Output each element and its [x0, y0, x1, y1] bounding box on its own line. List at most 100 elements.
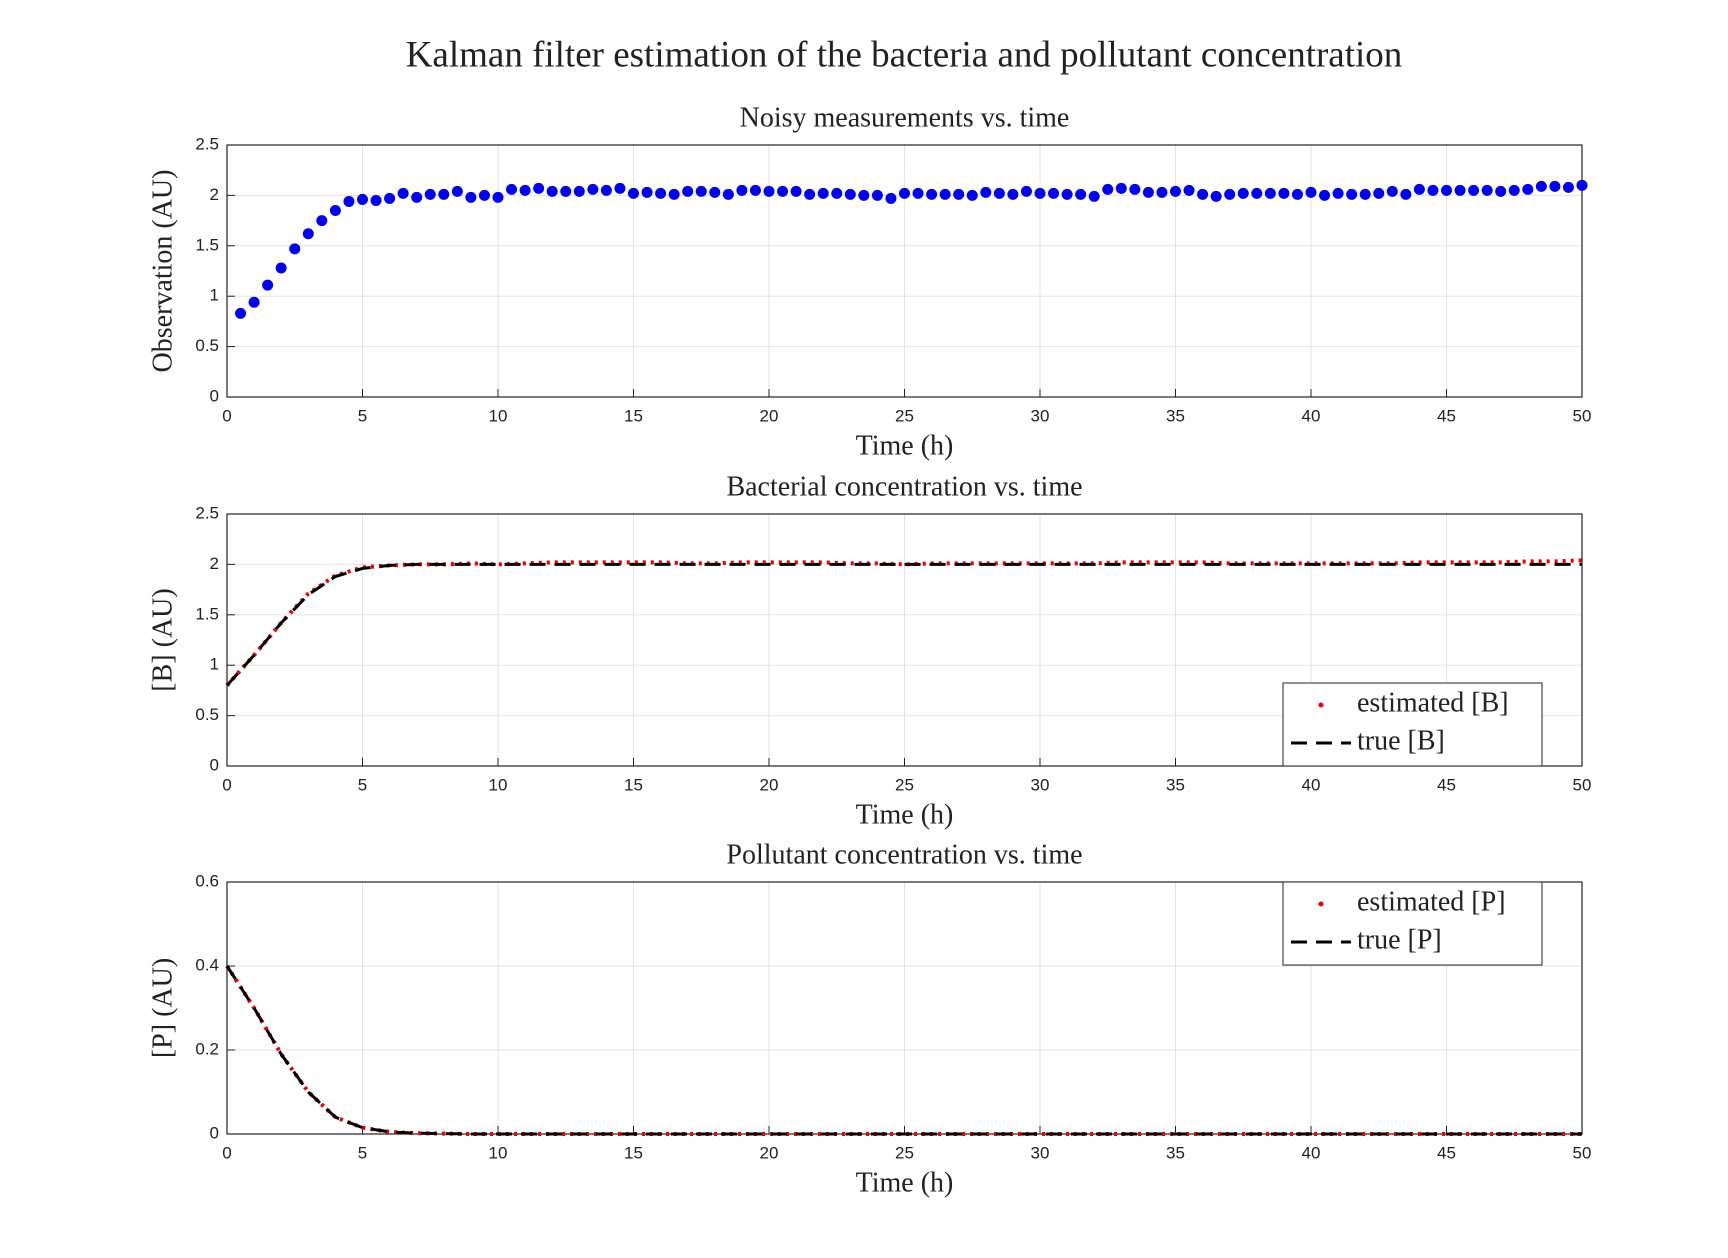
data-point	[262, 279, 274, 291]
data-point	[492, 191, 504, 203]
x-tick-label: 20	[760, 775, 779, 794]
x-axis-label: Time (h)	[856, 1167, 954, 1198]
y-tick-label: 0	[210, 755, 219, 774]
data-point	[384, 192, 396, 204]
data-point	[1508, 184, 1520, 196]
data-point	[804, 188, 816, 200]
data-point	[1156, 186, 1168, 198]
data-point	[1359, 188, 1371, 200]
data-point	[871, 189, 883, 201]
data-point	[777, 185, 789, 197]
data-point	[1305, 186, 1317, 198]
data-point	[1291, 188, 1303, 200]
data-point	[1170, 185, 1181, 197]
data-point	[546, 185, 558, 197]
x-tick-label: 10	[489, 775, 508, 794]
data-point	[831, 187, 843, 199]
data-point	[275, 262, 287, 274]
data-point	[1495, 185, 1507, 197]
y-tick-label: 0.6	[195, 871, 219, 890]
data-point	[397, 187, 409, 199]
data-point	[1088, 190, 1100, 202]
data-point	[641, 186, 653, 198]
data-point	[1048, 187, 1060, 199]
y-tick-label: 0	[210, 386, 219, 405]
data-point	[1278, 187, 1290, 199]
figure-title: Kalman filter estimation of the bacteria…	[406, 34, 1403, 75]
y-tick-label: 1	[210, 655, 219, 674]
data-point	[1481, 184, 1493, 196]
data-point	[1210, 190, 1222, 202]
data-point	[1427, 184, 1439, 196]
data-point	[587, 183, 599, 195]
y-tick-label: 0.2	[195, 1039, 219, 1058]
data-point	[438, 188, 450, 200]
x-tick-label: 25	[895, 406, 914, 425]
data-point	[370, 194, 382, 206]
data-point	[1034, 187, 1046, 199]
data-point	[1535, 180, 1547, 192]
data-point	[885, 192, 897, 204]
data-point	[289, 243, 301, 255]
data-point	[357, 193, 368, 205]
y-tick-label: 2	[210, 554, 219, 573]
data-point	[668, 188, 680, 200]
x-tick-label: 5	[358, 775, 367, 794]
x-tick-label: 40	[1302, 1143, 1321, 1162]
x-tick-label: 0	[222, 406, 231, 425]
x-tick-label: 50	[1573, 775, 1592, 794]
data-point	[302, 228, 314, 240]
legend-label: true [P]	[1357, 924, 1442, 955]
data-point	[858, 189, 870, 201]
data-point	[817, 187, 829, 199]
data-point	[993, 187, 1005, 199]
data-point	[1319, 189, 1331, 201]
data-point	[1102, 183, 1114, 195]
legend-label: true [B]	[1357, 725, 1445, 756]
data-point	[749, 184, 761, 196]
data-point	[248, 296, 260, 308]
x-tick-label: 35	[1166, 406, 1185, 425]
x-axis-label: Time (h)	[856, 799, 954, 830]
data-point	[1522, 183, 1534, 195]
x-tick-label: 25	[895, 1143, 914, 1162]
x-tick-label: 45	[1437, 406, 1456, 425]
legend-box	[1282, 881, 1543, 966]
legend-marker	[1318, 901, 1324, 907]
data-point	[465, 191, 477, 203]
data-point	[628, 187, 639, 199]
x-tick-label: 45	[1437, 775, 1456, 794]
x-tick-label: 15	[624, 775, 643, 794]
data-point	[912, 187, 924, 199]
data-point	[614, 182, 626, 194]
subplot-title: Noisy measurements vs. time	[740, 102, 1070, 133]
data-point	[655, 187, 667, 199]
data-point	[763, 185, 775, 197]
data-point	[1020, 185, 1032, 197]
y-axis-label: Observation (AU)	[147, 170, 178, 373]
data-point	[506, 183, 518, 195]
x-tick-label: 35	[1166, 775, 1185, 794]
data-point	[1332, 187, 1344, 199]
x-tick-label: 40	[1302, 406, 1321, 425]
x-tick-label: 25	[895, 775, 914, 794]
data-point	[478, 189, 490, 201]
data-point	[560, 185, 572, 197]
data-point	[953, 188, 965, 200]
x-tick-label: 15	[624, 406, 643, 425]
data-point	[1061, 188, 1073, 200]
data-point	[411, 191, 423, 203]
y-tick-label: 0.5	[195, 705, 219, 724]
data-point	[966, 189, 978, 201]
data-point	[1386, 185, 1398, 197]
x-tick-label: 15	[624, 1143, 643, 1162]
y-tick-label: 2.5	[195, 134, 219, 153]
data-point	[722, 188, 734, 200]
data-point	[695, 185, 707, 197]
y-tick-label: 1.5	[195, 604, 219, 623]
data-point	[899, 187, 910, 199]
x-axis-label: Time (h)	[856, 430, 954, 461]
y-tick-label: 0.4	[195, 955, 219, 974]
data-point	[533, 182, 545, 194]
